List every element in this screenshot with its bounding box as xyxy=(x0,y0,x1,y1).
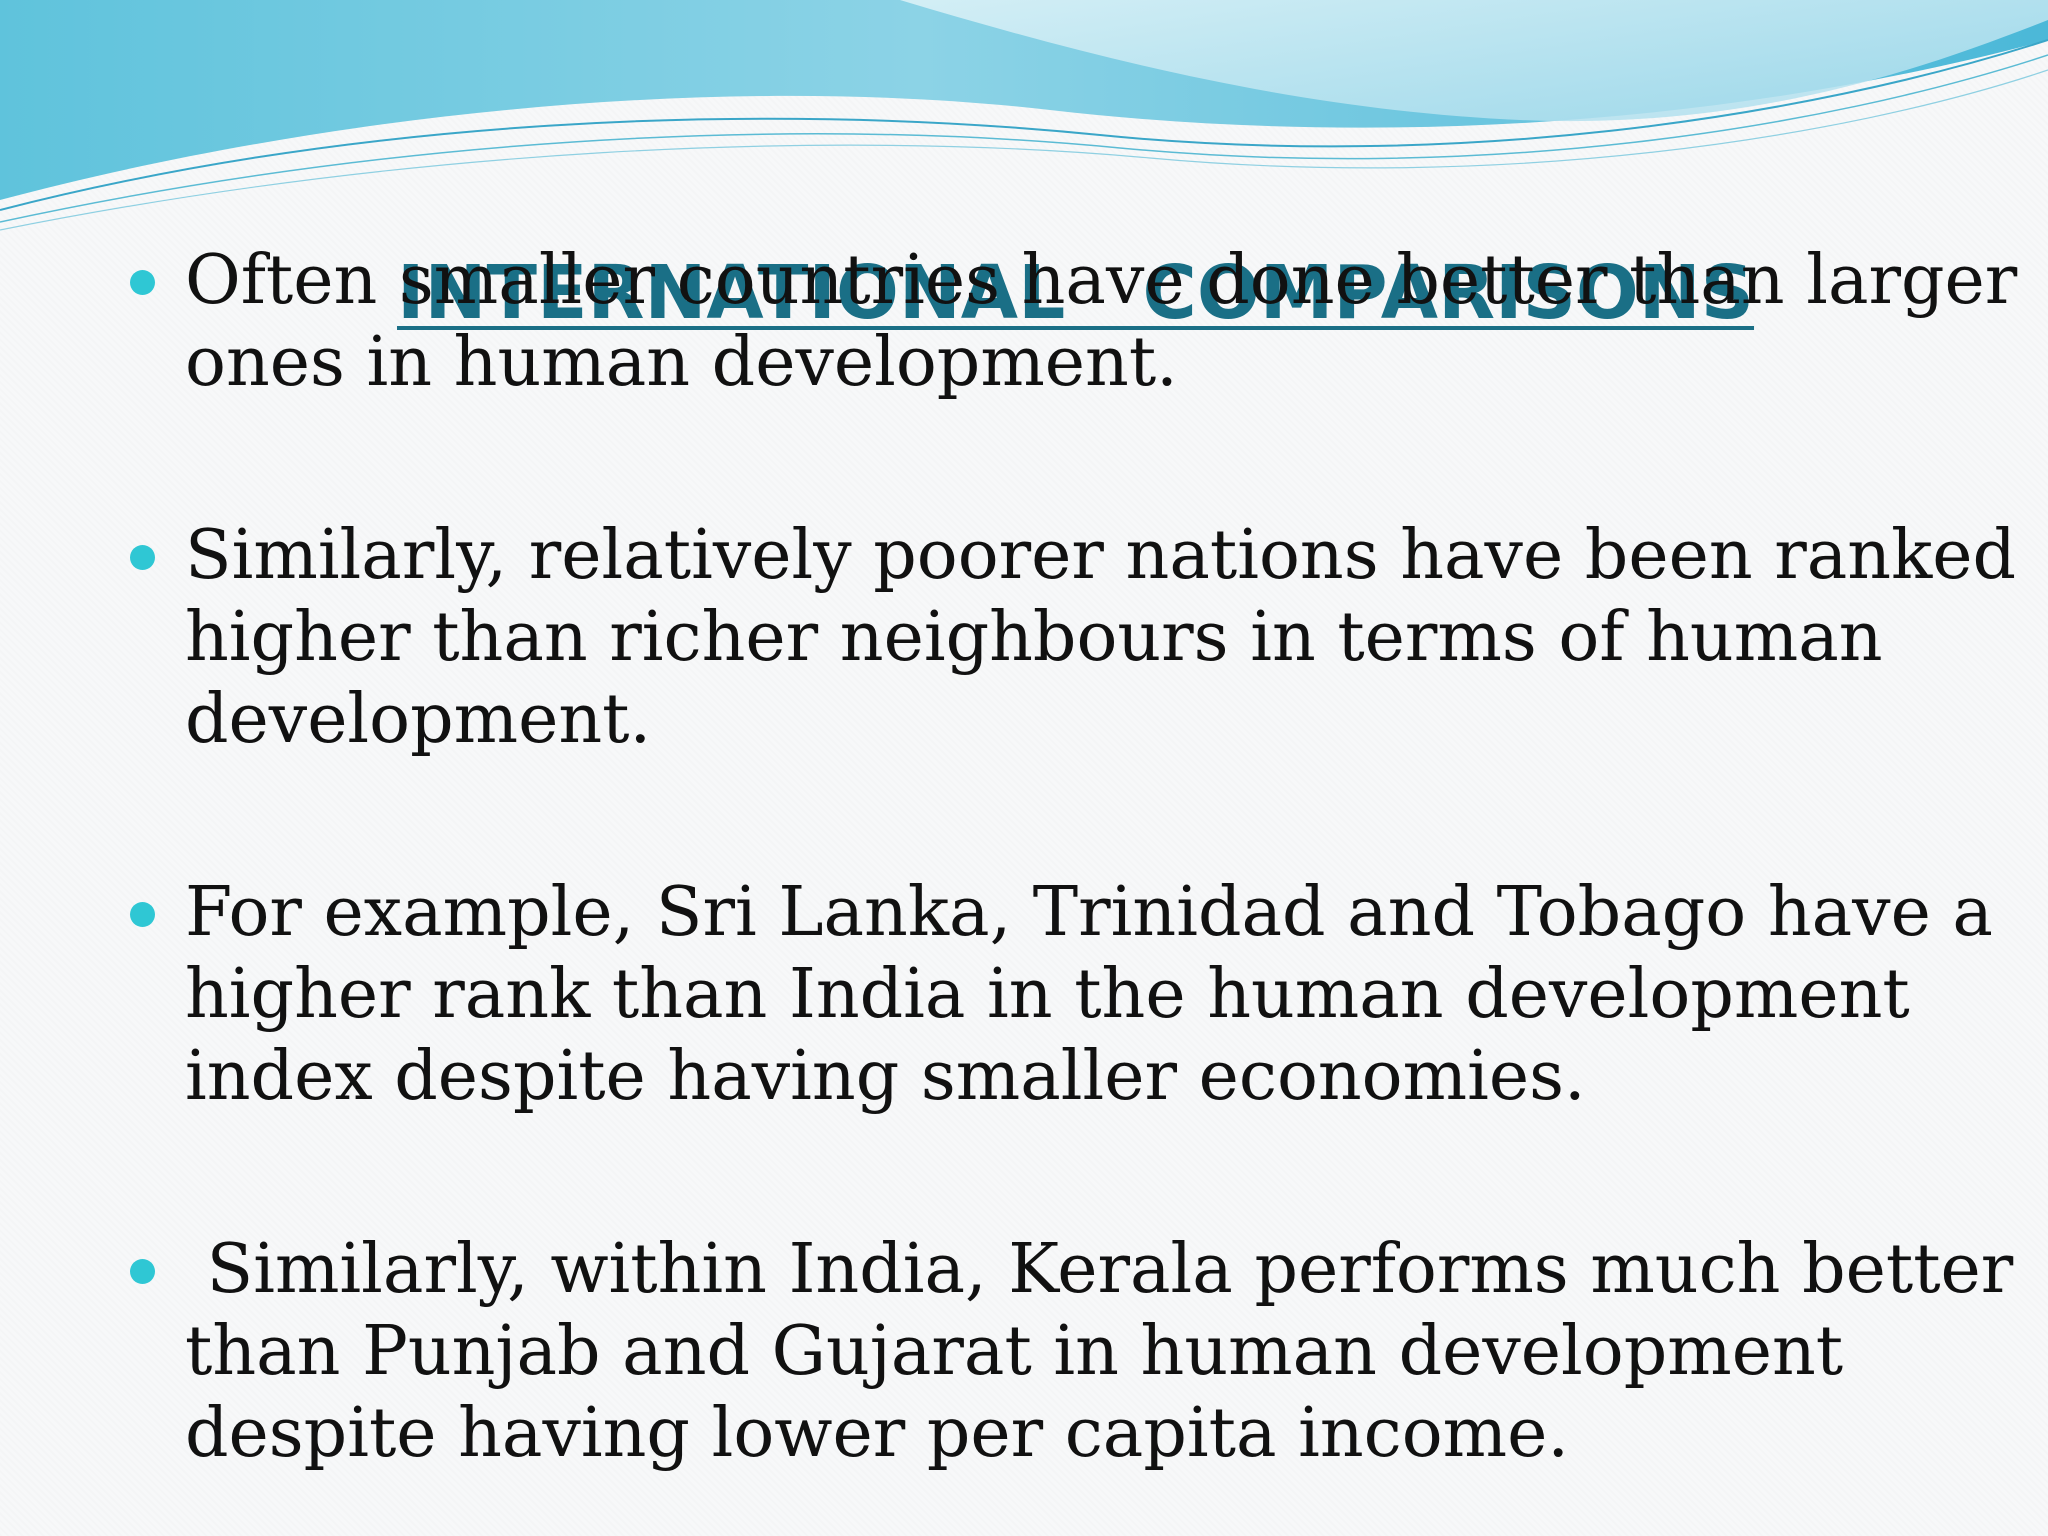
bullet-marker xyxy=(130,1259,155,1284)
bullet-marker xyxy=(130,270,155,295)
wave-header-decoration xyxy=(0,0,2048,231)
bullet-marker xyxy=(130,545,155,570)
bullet-text: For example, Sri Lanka, Trinidad and Tob… xyxy=(185,873,1993,1116)
bullet-text: Similarly, relatively poorer nations hav… xyxy=(185,516,2017,759)
slide-title: INTERNATIONAL COMPARISONS xyxy=(0,158,2048,428)
slide-title-text: INTERNATIONAL COMPARISONS xyxy=(397,250,1755,336)
bullet-text: Similarly, within India, Kerala performs… xyxy=(185,1230,2014,1473)
bullet-text: Often smaller countries have done better… xyxy=(185,241,2018,402)
bullet-marker xyxy=(130,902,155,927)
